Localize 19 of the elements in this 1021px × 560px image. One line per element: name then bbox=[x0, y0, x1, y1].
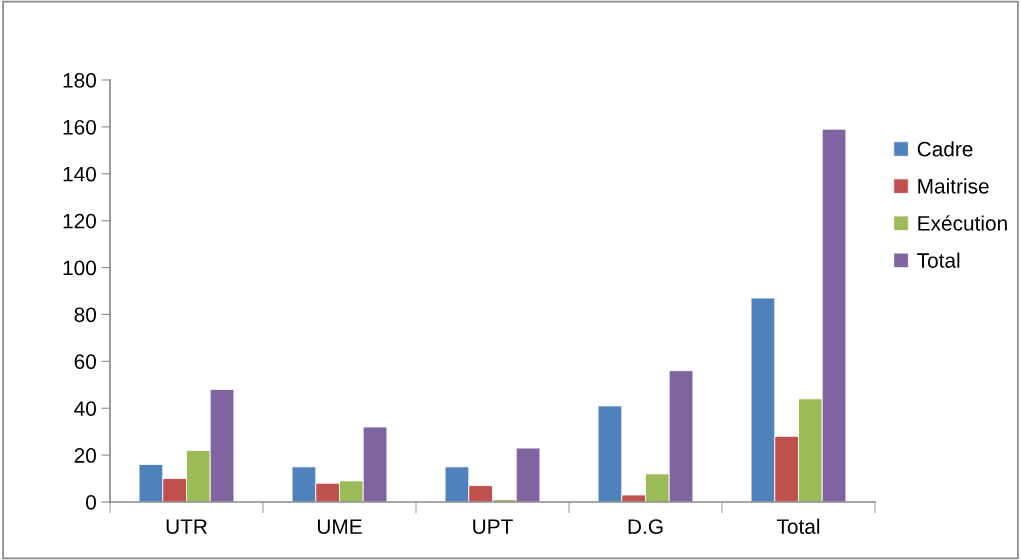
y-tick-label: 140 bbox=[63, 166, 96, 182]
legend-label: Maitrise bbox=[918, 178, 989, 194]
y-tick-label: 100 bbox=[63, 260, 96, 276]
x-tick-label: D.G bbox=[628, 519, 663, 534]
x-tick-label: UPT bbox=[473, 519, 513, 534]
y-tick-label: 0 bbox=[86, 495, 96, 510]
y-tick-label: 20 bbox=[74, 448, 96, 463]
y-tick-label: 60 bbox=[74, 354, 96, 370]
x-tick-label: UME bbox=[317, 519, 362, 534]
y-tick-label: 160 bbox=[63, 119, 96, 135]
x-tick-label: Total bbox=[776, 518, 820, 534]
legend-label: Total bbox=[917, 252, 960, 268]
y-tick-label: 180 bbox=[63, 73, 96, 88]
legend-label: Exécution bbox=[918, 215, 1007, 231]
legend-label: Cadre bbox=[917, 141, 973, 157]
y-tick-label: 80 bbox=[74, 307, 96, 323]
y-tick-label: 120 bbox=[63, 213, 96, 229]
y-tick-label: 40 bbox=[74, 401, 96, 416]
x-tick-label: UTR bbox=[166, 519, 207, 534]
